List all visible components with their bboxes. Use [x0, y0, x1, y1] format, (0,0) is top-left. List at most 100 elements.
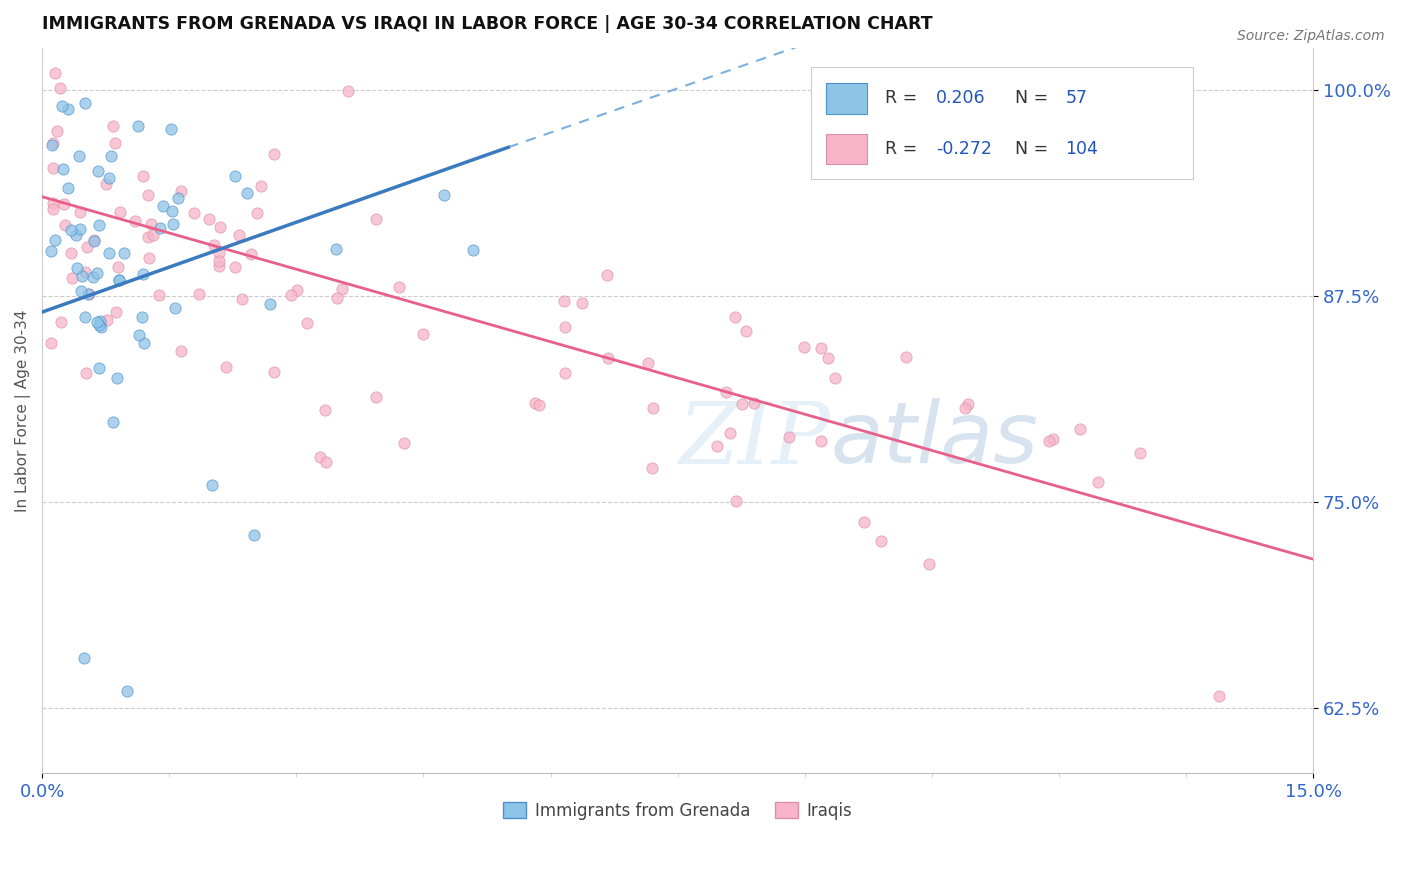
Point — [280, 287, 302, 301]
Point — [167, 191, 190, 205]
Point — [138, 251, 160, 265]
Point — [1069, 421, 1091, 435]
Point — [742, 396, 765, 410]
Point — [49, 315, 72, 329]
Text: -0.272: -0.272 — [936, 140, 991, 158]
Point — [76, 287, 98, 301]
Point — [1087, 475, 1109, 489]
Point — [131, 310, 153, 324]
Point — [571, 296, 593, 310]
Point — [1208, 690, 1230, 704]
Point — [89, 314, 111, 328]
Point — [41, 202, 63, 216]
Point — [87, 164, 110, 178]
Point — [224, 260, 246, 275]
Point — [918, 557, 941, 571]
Point — [115, 684, 138, 698]
Point — [67, 149, 90, 163]
Point — [724, 310, 747, 325]
Point — [60, 271, 83, 285]
Point — [778, 429, 800, 443]
Point — [553, 294, 575, 309]
Point — [209, 219, 232, 234]
Point — [325, 242, 347, 256]
Text: R =: R = — [884, 89, 917, 107]
FancyBboxPatch shape — [827, 134, 868, 164]
Point — [90, 320, 112, 334]
Point — [824, 371, 846, 385]
Point — [39, 336, 62, 351]
Text: IMMIGRANTS FROM GRENADA VS IRAQI IN LABOR FORCE | AGE 30-34 CORRELATION CHART: IMMIGRANTS FROM GRENADA VS IRAQI IN LABO… — [42, 15, 932, 33]
Point — [231, 292, 253, 306]
Point — [86, 315, 108, 329]
Point — [596, 268, 619, 282]
Point — [73, 651, 96, 665]
Point — [127, 119, 149, 133]
Point — [228, 228, 250, 243]
Point — [364, 212, 387, 227]
Point — [364, 390, 387, 404]
FancyBboxPatch shape — [827, 83, 868, 113]
Point — [87, 361, 110, 376]
Point — [51, 99, 73, 113]
Point — [124, 214, 146, 228]
Point — [392, 436, 415, 450]
Point — [76, 240, 98, 254]
Point — [134, 335, 156, 350]
Point — [170, 344, 193, 359]
Point — [315, 455, 337, 469]
Point — [42, 136, 65, 150]
Point — [529, 398, 551, 412]
Point — [83, 235, 105, 249]
Text: ZIP: ZIP — [678, 399, 830, 482]
Point — [53, 218, 76, 232]
Point — [101, 415, 124, 429]
Point — [73, 96, 96, 111]
Point — [309, 450, 332, 465]
Point — [287, 283, 309, 297]
Point — [86, 266, 108, 280]
Point — [810, 342, 832, 356]
Point — [170, 184, 193, 198]
Point — [98, 171, 121, 186]
Point — [52, 161, 75, 176]
Point — [89, 218, 111, 232]
Point — [148, 221, 170, 235]
Point — [183, 206, 205, 220]
Point — [70, 285, 93, 299]
Point — [735, 324, 758, 338]
Point — [235, 186, 257, 200]
Point — [142, 228, 165, 243]
Text: R =: R = — [884, 140, 917, 158]
Point — [160, 122, 183, 136]
Point — [330, 282, 353, 296]
Point — [41, 196, 63, 211]
Point — [215, 359, 238, 374]
Point — [42, 161, 65, 176]
Point — [894, 351, 917, 365]
Point — [132, 169, 155, 183]
Point — [245, 206, 267, 220]
Point — [263, 146, 285, 161]
Point — [554, 319, 576, 334]
Point — [94, 177, 117, 191]
Point — [139, 217, 162, 231]
Point — [73, 310, 96, 324]
Point — [433, 187, 456, 202]
Point — [852, 516, 875, 530]
Point — [97, 246, 120, 260]
Point — [714, 385, 737, 400]
Point — [187, 286, 209, 301]
Point — [957, 397, 980, 411]
Point — [314, 402, 336, 417]
Text: N =: N = — [1015, 140, 1047, 158]
Point — [207, 254, 229, 268]
Point — [60, 246, 83, 260]
Point — [163, 301, 186, 315]
Point — [259, 297, 281, 311]
Point — [58, 102, 80, 116]
Point — [128, 327, 150, 342]
Point — [132, 267, 155, 281]
Point — [869, 533, 891, 548]
Point — [202, 237, 225, 252]
